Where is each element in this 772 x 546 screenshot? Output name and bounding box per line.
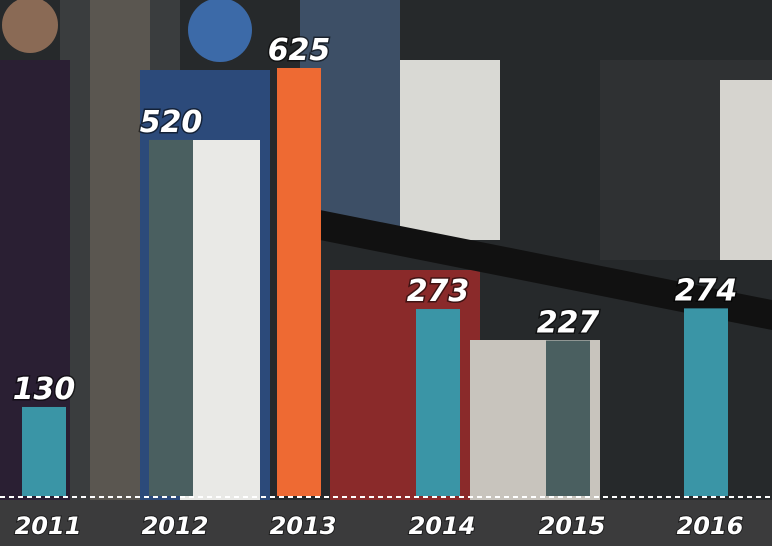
bar [416, 309, 460, 496]
bar [684, 308, 728, 496]
x-tick-label: 2016 [677, 512, 744, 540]
value-label: 273 [407, 274, 470, 309]
bar [22, 407, 66, 496]
bar [277, 68, 321, 496]
background-photo [0, 0, 772, 546]
value-label: 130 [13, 372, 76, 407]
value-label: 227 [537, 306, 600, 341]
x-tick-label: 2013 [270, 512, 337, 540]
bar [546, 341, 590, 496]
x-tick-label: 2015 [539, 512, 606, 540]
value-label: 520 [140, 105, 203, 140]
value-label: 274 [675, 273, 738, 308]
x-tick-label: 2011 [15, 512, 82, 540]
chart: 130 2011 520 2012 625 2013 273 2014 227 2015 274 20… [0, 0, 772, 546]
x-tick-label: 2014 [409, 512, 476, 540]
bar [149, 140, 193, 496]
x-tick-label: 2012 [142, 512, 209, 540]
value-label: 625 [268, 33, 331, 68]
